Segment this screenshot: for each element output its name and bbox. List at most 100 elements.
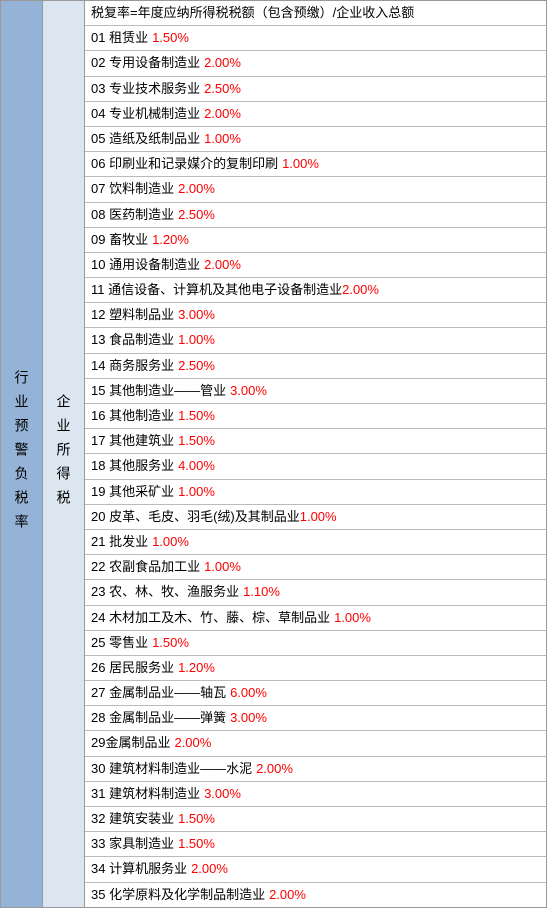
table-row: 01 租赁业1.50%: [85, 26, 546, 51]
row-rate: 1.50%: [178, 810, 215, 828]
row-rate: 1.00%: [334, 609, 371, 627]
row-rate: 2.50%: [204, 80, 241, 98]
row-label: 11 通信设备、计算机及其他电子设备制造业: [91, 281, 342, 299]
table-row: 03 专业技术服务业2.50%: [85, 77, 546, 102]
table-row: 33 家具制造业1.50%: [85, 832, 546, 857]
row-label: 24 木材加工及木、竹、藤、棕、草制品业: [91, 609, 330, 627]
row-rate: 4.00%: [178, 457, 215, 475]
table-row: 10 通用设备制造业2.00%: [85, 253, 546, 278]
row-rate: 1.00%: [300, 508, 337, 526]
row-label: 09 畜牧业: [91, 231, 148, 249]
table-row: 22 农副食品加工业1.00%: [85, 555, 546, 580]
row-label: 06 印刷业和记录媒介的复制印刷: [91, 155, 278, 173]
row-label: 31 建筑材料制造业: [91, 785, 200, 803]
row-label: 26 居民服务业: [91, 659, 174, 677]
row-rate: 1.10%: [243, 583, 280, 601]
row-rate: 2.00%: [342, 281, 379, 299]
table-row: 19 其他采矿业1.00%: [85, 480, 546, 505]
category-label: 行业预警负税率: [12, 370, 32, 538]
row-label: 29金属制品业: [91, 734, 170, 752]
row-rate: 3.00%: [178, 306, 215, 324]
row-label: 33 家具制造业: [91, 835, 174, 853]
row-label: 07 饮料制造业: [91, 180, 174, 198]
table-row: 18 其他服务业4.00%: [85, 454, 546, 479]
row-label: 08 医药制造业: [91, 206, 174, 224]
table-row: 04 专业机械制造业2.00%: [85, 102, 546, 127]
row-rate: 2.00%: [204, 54, 241, 72]
table-row: 08 医药制造业2.50%: [85, 203, 546, 228]
row-label: 23 农、林、牧、渔服务业: [91, 583, 239, 601]
row-rate: 3.00%: [230, 709, 267, 727]
row-rate: 1.20%: [178, 659, 215, 677]
table-row: 32 建筑安装业1.50%: [85, 807, 546, 832]
row-rate: 1.50%: [178, 835, 215, 853]
formula-header: 税复率=年度应纳所得税税额（包含预缴）/企业收入总额: [85, 1, 546, 26]
row-label: 27 金属制品业——轴瓦: [91, 684, 226, 702]
row-rate: 1.50%: [152, 634, 189, 652]
tax-type-column: 企业所得税: [43, 1, 85, 907]
row-rate: 1.00%: [282, 155, 319, 173]
row-rate: 2.00%: [269, 886, 306, 904]
table-row: 35 化学原料及化学制品制造业2.00%: [85, 883, 546, 907]
row-label: 05 造纸及纸制品业: [91, 130, 200, 148]
row-rate: 1.50%: [178, 407, 215, 425]
row-rate: 2.00%: [174, 734, 211, 752]
table-row: 34 计算机服务业2.00%: [85, 857, 546, 882]
table-row: 13 食品制造业1.00%: [85, 328, 546, 353]
row-label: 19 其他采矿业: [91, 483, 174, 501]
table-row: 30 建筑材料制造业——水泥2.00%: [85, 757, 546, 782]
row-label: 04 专业机械制造业: [91, 105, 200, 123]
table-row: 06 印刷业和记录媒介的复制印刷1.00%: [85, 152, 546, 177]
row-label: 21 批发业: [91, 533, 148, 551]
table-row: 12 塑料制品业3.00%: [85, 303, 546, 328]
row-label: 18 其他服务业: [91, 457, 174, 475]
tax-type-label: 企业所得税: [54, 394, 74, 514]
table-row: 16 其他制造业1.50%: [85, 404, 546, 429]
table-row: 24 木材加工及木、竹、藤、棕、草制品业1.00%: [85, 606, 546, 631]
table-row: 23 农、林、牧、渔服务业1.10%: [85, 580, 546, 605]
row-label: 20 皮革、毛皮、羽毛(绒)及其制品业: [91, 508, 300, 526]
table-row: 17 其他建筑业1.50%: [85, 429, 546, 454]
data-column: 税复率=年度应纳所得税税额（包含预缴）/企业收入总额 01 租赁业1.50%02…: [85, 1, 546, 907]
table-row: 05 造纸及纸制品业1.00%: [85, 127, 546, 152]
category-column: 行业预警负税率: [1, 1, 43, 907]
row-label: 25 零售业: [91, 634, 148, 652]
row-label: 10 通用设备制造业: [91, 256, 200, 274]
row-rate: 1.00%: [178, 483, 215, 501]
table-row: 26 居民服务业1.20%: [85, 656, 546, 681]
row-rate: 1.20%: [152, 231, 189, 249]
formula-text: 税复率=年度应纳所得税税额（包含预缴）/企业收入总额: [91, 4, 414, 22]
table-row: 09 畜牧业1.20%: [85, 228, 546, 253]
row-label: 16 其他制造业: [91, 407, 174, 425]
row-label: 01 租赁业: [91, 29, 148, 47]
row-label: 35 化学原料及化学制品制造业: [91, 886, 265, 904]
row-label: 14 商务服务业: [91, 357, 174, 375]
row-rate: 2.00%: [204, 105, 241, 123]
row-label: 28 金属制品业——弹簧: [91, 709, 226, 727]
row-rate: 1.00%: [204, 558, 241, 576]
row-rate: 2.00%: [204, 256, 241, 274]
table-row: 15 其他制造业——管业3.00%: [85, 379, 546, 404]
row-rate: 1.00%: [204, 130, 241, 148]
row-rate: 3.00%: [204, 785, 241, 803]
row-label: 02 专用设备制造业: [91, 54, 200, 72]
table-row: 11 通信设备、计算机及其他电子设备制造业2.00%: [85, 278, 546, 303]
table-row: 20 皮革、毛皮、羽毛(绒)及其制品业1.00%: [85, 505, 546, 530]
row-label: 03 专业技术服务业: [91, 80, 200, 98]
row-rate: 2.00%: [256, 760, 293, 778]
table-row: 07 饮料制造业2.00%: [85, 177, 546, 202]
table-row: 14 商务服务业2.50%: [85, 354, 546, 379]
row-rate: 6.00%: [230, 684, 267, 702]
row-label: 17 其他建筑业: [91, 432, 174, 450]
row-label: 12 塑料制品业: [91, 306, 174, 324]
table-row: 29金属制品业2.00%: [85, 731, 546, 756]
row-label: 32 建筑安装业: [91, 810, 174, 828]
table-row: 28 金属制品业——弹簧3.00%: [85, 706, 546, 731]
row-rate: 2.00%: [191, 860, 228, 878]
row-rate: 2.50%: [178, 357, 215, 375]
row-rate: 2.00%: [178, 180, 215, 198]
row-rate: 3.00%: [230, 382, 267, 400]
row-label: 30 建筑材料制造业——水泥: [91, 760, 252, 778]
row-rate: 1.50%: [152, 29, 189, 47]
table-row: 02 专用设备制造业2.00%: [85, 51, 546, 76]
